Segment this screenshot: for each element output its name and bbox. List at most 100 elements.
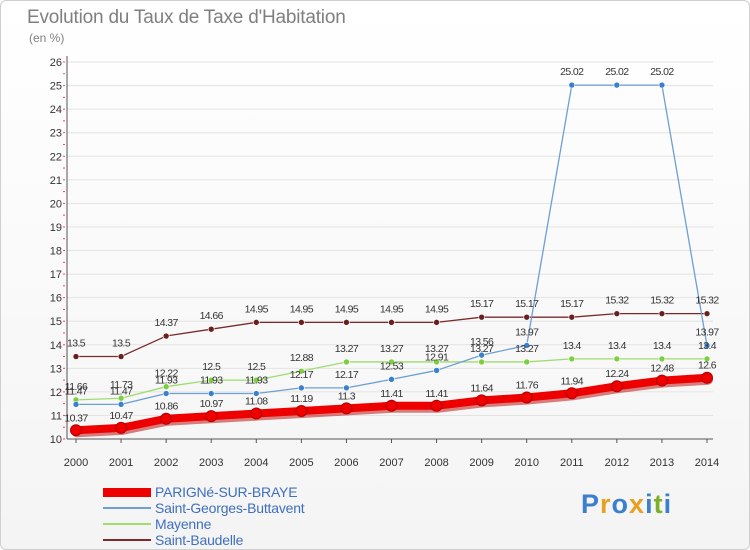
data-label: 13.27: [470, 343, 494, 355]
data-point: [252, 390, 260, 397]
y-tick-label: 17: [50, 269, 62, 281]
data-point: [340, 402, 353, 415]
x-tick-label: 2009: [469, 457, 493, 469]
data-label: 13.4: [653, 340, 672, 352]
data-label: 13.27: [515, 343, 539, 355]
data-point: [115, 421, 128, 434]
data-point: [523, 342, 531, 349]
logo-letter: i: [645, 489, 654, 519]
x-tick-label: 2000: [64, 457, 88, 469]
data-point: [207, 376, 215, 384]
data-label: 14.95: [380, 303, 404, 315]
data-point: [72, 401, 80, 408]
data-label: 13.4: [563, 340, 582, 352]
data-point: [478, 358, 485, 366]
axes: 10 11 12 13 14 15 16 17 18 19 20 21 22 23 24 25 26 2000 20…: [50, 56, 719, 469]
y-tick-label: 23: [50, 128, 62, 140]
data-label: 10.37: [64, 412, 88, 424]
y-tick-label: 21: [50, 175, 62, 187]
data-label: 11.76: [515, 380, 538, 392]
data-label: 15.17: [470, 298, 494, 310]
data-label: 12.17: [335, 369, 359, 381]
data-point: [523, 358, 531, 366]
data-point: [478, 313, 485, 321]
data-label: 14.95: [425, 303, 449, 315]
data-label: 15.32: [605, 295, 629, 307]
data-label: 25.02: [605, 66, 629, 78]
x-tick-label: 2006: [334, 457, 358, 469]
data-label: 11.93: [245, 375, 268, 387]
y-tick-label: 14: [50, 340, 62, 352]
data-label: 11.41: [380, 388, 403, 400]
data-label: 14.95: [335, 303, 359, 315]
data-point: [162, 390, 170, 397]
data-label: 11.94: [561, 375, 584, 387]
y-tick-label: 13: [50, 363, 62, 375]
data-label: 15.32: [650, 295, 674, 307]
data-label: 13.4: [698, 340, 717, 352]
data-point: [568, 313, 576, 321]
y-tick-label: 19: [50, 222, 62, 234]
legend-label: Saint-Baudelle: [155, 532, 244, 548]
data-label: 11.93: [200, 375, 223, 387]
series-layer: [70, 81, 713, 438]
data-point: [343, 384, 350, 392]
x-tick-label: 2013: [650, 457, 674, 469]
data-point: [655, 374, 668, 387]
data-label: 13.5: [67, 338, 86, 350]
data-label: 12.17: [290, 369, 314, 381]
data-label: 13.27: [425, 343, 449, 355]
data-point: [478, 351, 485, 359]
legend-swatch: [103, 507, 151, 509]
data-label: 12.5: [202, 361, 221, 373]
y-tick-label: 26: [50, 57, 62, 69]
data-point: [160, 412, 173, 425]
data-label: 11.66: [65, 381, 88, 393]
data-point: [613, 355, 621, 363]
data-point: [252, 376, 260, 384]
data-label: 10.97: [200, 398, 224, 410]
data-point: [117, 353, 125, 360]
data-label: 14.95: [245, 303, 269, 315]
data-point: [388, 319, 395, 326]
x-tick-label: 2011: [560, 457, 584, 469]
x-tick-label: 2010: [514, 457, 538, 469]
data-point: [703, 342, 711, 349]
data-point: [388, 376, 395, 383]
data-point: [298, 384, 305, 392]
logo-letter: o: [611, 489, 630, 519]
proxiti-logo: Proxiti: [581, 489, 672, 520]
data-label: 14.37: [155, 317, 179, 329]
logo-letter: t: [653, 489, 664, 519]
data-point: [568, 355, 576, 363]
data-labels: 10.37 10.47 10.86 10.97 11.08 11.19 11.3 11.41 1…: [64, 66, 720, 424]
data-point: [385, 399, 398, 412]
data-point: [252, 319, 260, 326]
data-label: 10.47: [109, 410, 133, 422]
logo-letter: i: [663, 489, 673, 519]
chart-title: Evolution du Taux de Taxe d'Habitation: [27, 7, 346, 28]
x-tick-label: 2002: [154, 457, 178, 469]
data-label: 14.66: [200, 310, 224, 322]
data-label: 13.4: [608, 340, 627, 352]
legend-label: Saint-Georges-Buttavent: [155, 500, 305, 516]
data-point: [610, 380, 623, 393]
x-tick-label: 2005: [289, 457, 313, 469]
data-label: 12.91: [425, 351, 449, 363]
data-point: [207, 325, 215, 333]
data-label: 11.64: [470, 382, 493, 394]
data-point: [117, 401, 125, 408]
y-tick-label: 25: [50, 81, 62, 93]
data-label: 12.5: [247, 361, 266, 373]
logo-letter: r: [600, 489, 612, 519]
data-point: [430, 399, 443, 412]
data-label: 13.97: [515, 326, 539, 338]
data-point: [162, 332, 170, 340]
legend-label: PARIGNé-SUR-BRAYE: [155, 484, 298, 500]
y-tick-label: 16: [50, 293, 62, 305]
y-tick-label: 22: [50, 151, 62, 163]
data-point: [388, 358, 395, 366]
data-label: 12.88: [290, 352, 314, 364]
data-label: 11.19: [290, 393, 313, 405]
x-tick-label: 2001: [109, 457, 133, 469]
